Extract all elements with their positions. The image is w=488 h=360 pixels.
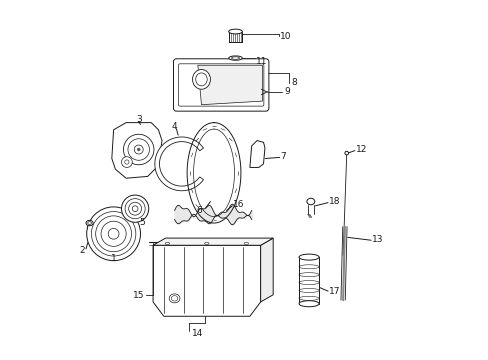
Text: 17: 17 (328, 287, 340, 296)
Ellipse shape (128, 139, 149, 160)
Polygon shape (96, 216, 131, 252)
Ellipse shape (195, 73, 207, 86)
Ellipse shape (298, 254, 319, 260)
Polygon shape (198, 65, 262, 105)
Ellipse shape (228, 29, 242, 34)
Ellipse shape (192, 69, 210, 89)
Ellipse shape (128, 202, 142, 215)
Ellipse shape (86, 207, 140, 261)
Ellipse shape (137, 148, 140, 151)
Ellipse shape (298, 301, 319, 307)
Text: 11: 11 (255, 57, 267, 66)
Ellipse shape (171, 296, 178, 301)
Ellipse shape (96, 216, 131, 252)
Text: 3: 3 (136, 114, 142, 123)
Polygon shape (260, 238, 273, 302)
Ellipse shape (132, 206, 138, 212)
Ellipse shape (344, 151, 348, 155)
Text: 10: 10 (280, 32, 291, 41)
Text: 13: 13 (371, 235, 383, 244)
Ellipse shape (91, 212, 136, 256)
Ellipse shape (169, 294, 180, 303)
Ellipse shape (165, 242, 169, 244)
Text: 7: 7 (280, 152, 285, 161)
Ellipse shape (306, 198, 314, 205)
Polygon shape (121, 195, 148, 222)
Ellipse shape (121, 195, 148, 222)
Ellipse shape (101, 221, 126, 246)
Ellipse shape (204, 242, 208, 244)
Ellipse shape (134, 145, 143, 154)
Polygon shape (112, 123, 162, 178)
FancyBboxPatch shape (178, 64, 264, 106)
Ellipse shape (86, 220, 93, 226)
Polygon shape (153, 238, 273, 245)
FancyBboxPatch shape (173, 59, 268, 111)
Text: 9: 9 (284, 87, 289, 96)
Text: 12: 12 (355, 145, 366, 154)
Text: 4: 4 (171, 122, 177, 131)
Ellipse shape (124, 160, 129, 164)
Ellipse shape (125, 199, 145, 219)
Text: 1: 1 (110, 254, 116, 263)
Polygon shape (86, 207, 140, 261)
Ellipse shape (231, 57, 239, 59)
Ellipse shape (108, 228, 119, 239)
Ellipse shape (228, 56, 242, 60)
Text: 14: 14 (192, 329, 203, 338)
Polygon shape (153, 245, 260, 316)
Text: 6: 6 (196, 206, 202, 215)
Polygon shape (155, 137, 203, 191)
Text: 8: 8 (290, 78, 296, 87)
Polygon shape (249, 140, 264, 167)
Text: 16: 16 (233, 200, 244, 209)
Ellipse shape (88, 222, 91, 225)
Text: 2: 2 (80, 246, 85, 255)
Ellipse shape (123, 134, 154, 165)
Text: 5: 5 (139, 218, 145, 227)
Ellipse shape (121, 157, 132, 167)
Ellipse shape (244, 242, 248, 244)
Text: 15: 15 (133, 291, 144, 300)
Text: 18: 18 (328, 197, 340, 206)
